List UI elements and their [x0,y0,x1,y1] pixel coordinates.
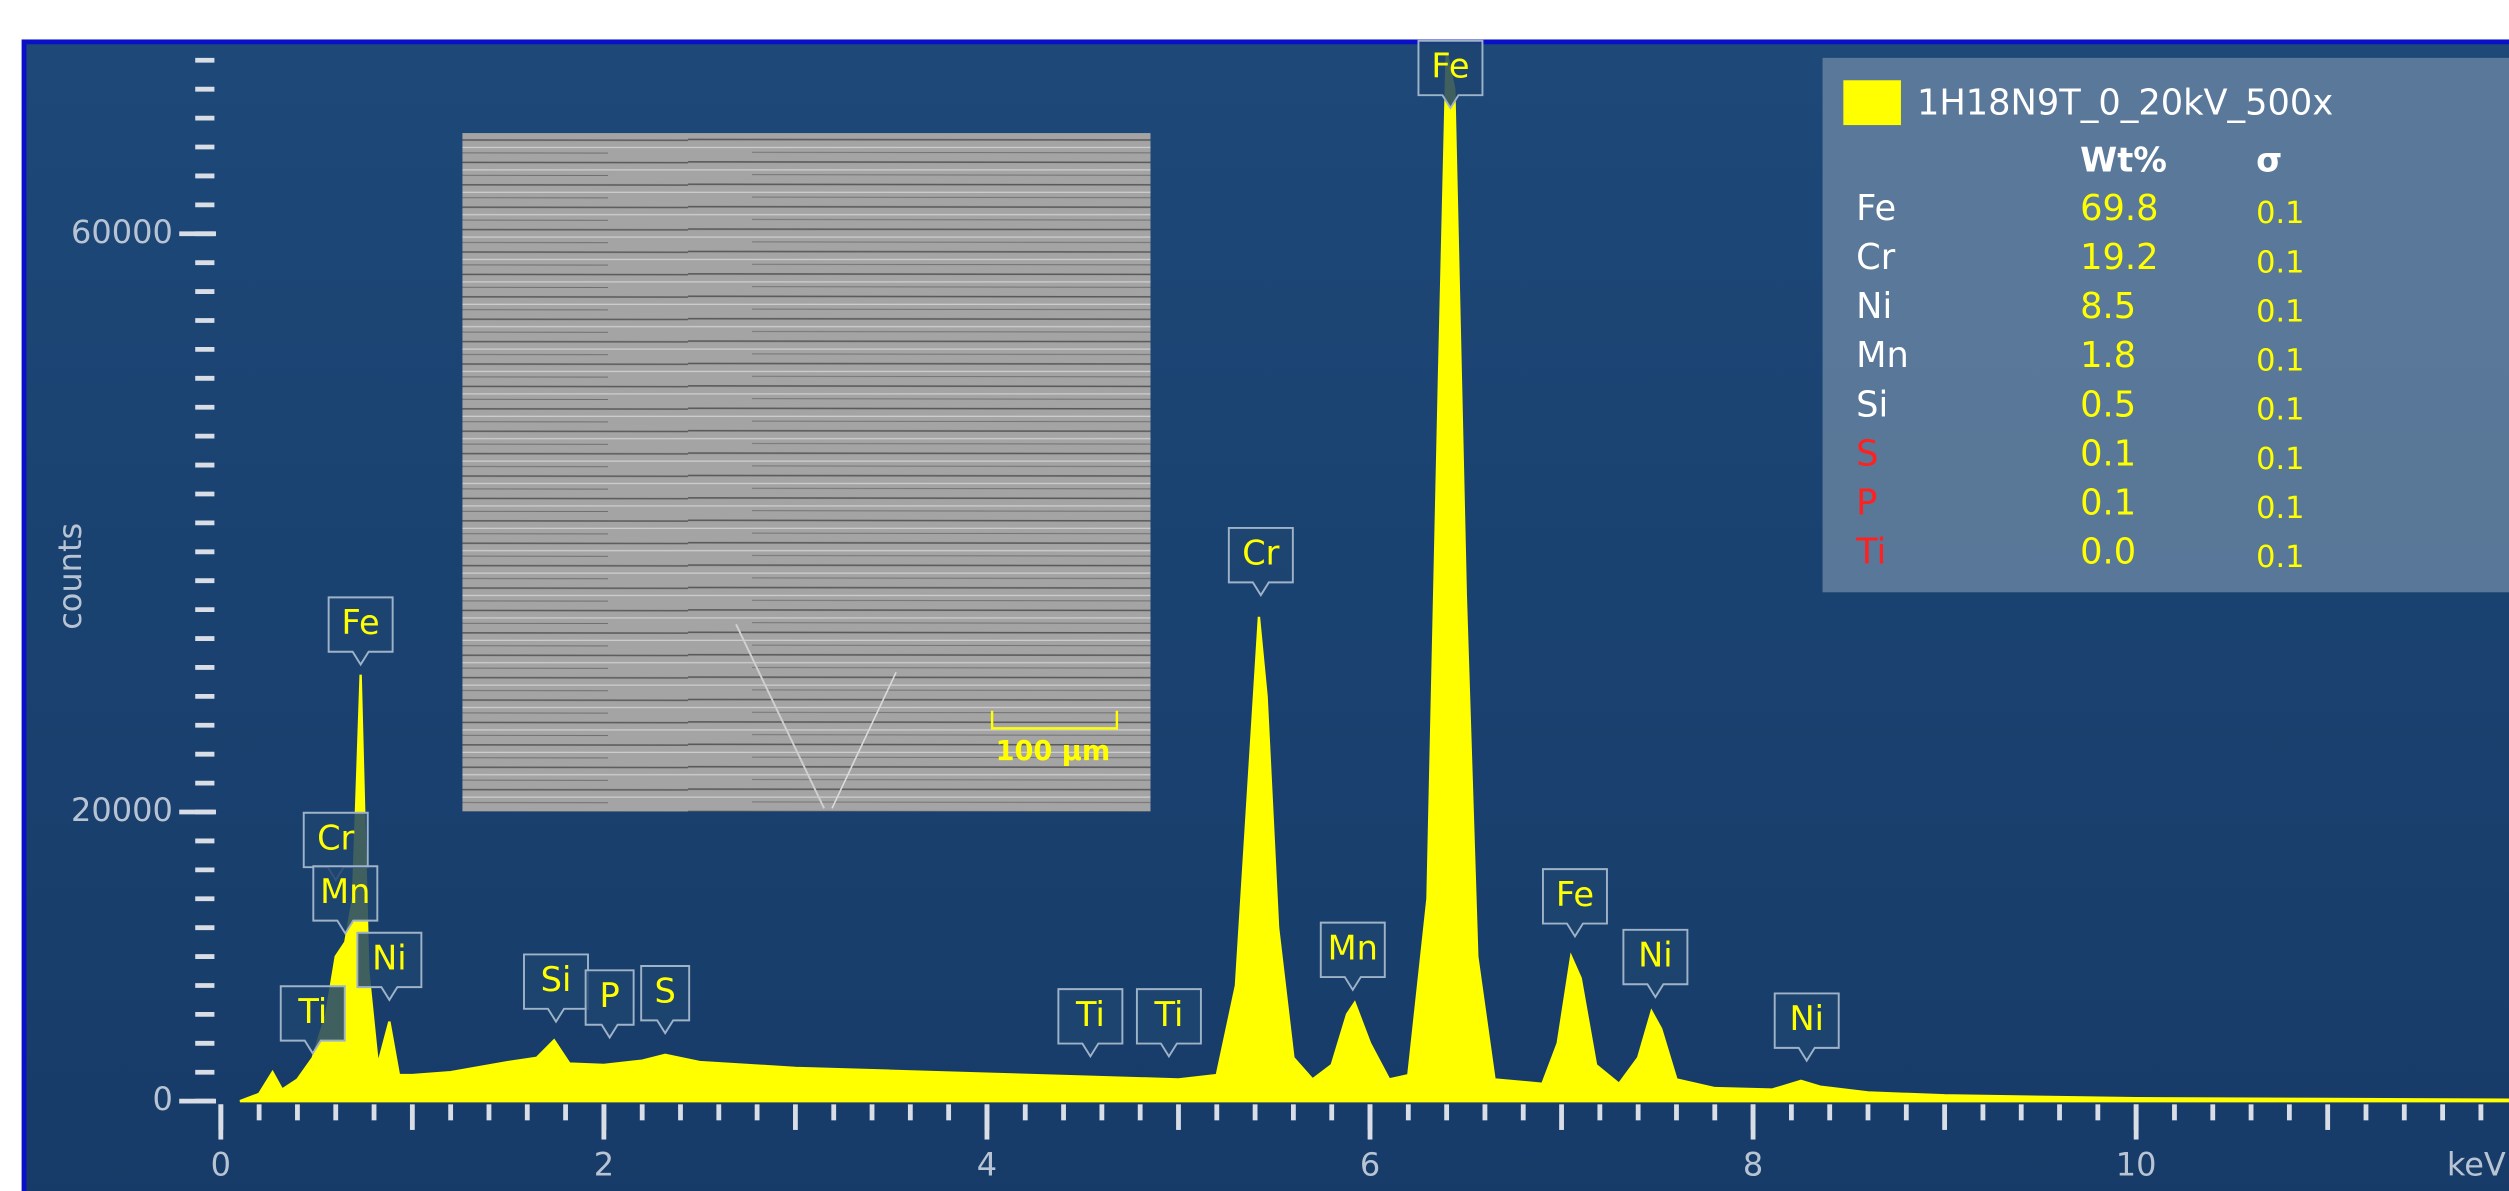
peak-label-text: Mn [1328,928,1378,967]
y-axis-label: counts [51,523,89,630]
legend-sample-name: 1H18N9T_0_20kV_500x [1917,82,2333,123]
y-tick-label: 60000 [71,213,173,251]
x-tick-label: 8 [1743,1146,1763,1184]
legend-cell: Fe [1856,188,1896,229]
peak-label-text: Cr [317,818,354,857]
legend: 1H18N9T_0_20kV_500x Wt% σ Fe 69.8 0.1 Cr 19.2 0… [1823,58,2509,592]
legend-cell: S [1856,433,1878,474]
legend-cell: 0.0 [2080,532,2136,573]
legend-cell: Ni [1856,286,1892,327]
legend-cell: 0.1 [2080,483,2136,524]
legend-panel [1823,58,2509,592]
peak-label-text: Fe [1556,875,1594,914]
chart: 100 µm counts keV 1H18N9T_0_20kV_500x Wt… [0,0,2509,1191]
x-tick-label: 4 [977,1146,997,1184]
legend-cell: P [1856,483,1877,524]
legend-cell: 1.8 [2080,335,2136,376]
legend-cell: Si [1856,384,1888,425]
scale-label: 100 µm [996,736,1111,767]
peak-label-text: Si [541,960,572,999]
peak-label-text: Fe [342,603,380,642]
peak-label-text: Cr [1242,534,1279,573]
x-tick-label: 0 [211,1146,231,1184]
peak-label-text: Fe [1431,46,1469,85]
peak-label-text: Ni [1789,999,1823,1038]
x-tick-label: 10 [2116,1146,2157,1184]
x-tick-label: 6 [1360,1146,1380,1184]
y-tick-label: 0 [152,1080,172,1118]
peak-label-text: P [599,976,619,1015]
legend-cell: Cr [1856,237,1896,278]
legend-cell: 0.1 [2256,196,2304,231]
legend-cell: 0.1 [2256,344,2304,379]
legend-swatch [1843,80,1901,125]
peak-label-text: Ni [372,938,406,977]
legend-header: σ [2256,140,2282,179]
legend-cell: 0.1 [2256,491,2304,526]
x-tick-label: 2 [594,1146,614,1184]
peak-label-text: S [655,972,676,1011]
legend-cell: 19.2 [2080,237,2158,278]
legend-cell: 0.1 [2080,433,2136,474]
peak-label-text: Ni [1638,936,1672,975]
peak-label-text: Ti [1153,995,1183,1034]
legend-header: Wt% [2080,140,2167,179]
legend-cell: 0.1 [2256,294,2304,329]
sem-inset: 100 µm [462,133,1150,811]
legend-cell: Mn [1856,335,1909,376]
legend-cell: 0.1 [2256,393,2304,428]
peak-label-text: Ti [297,992,327,1031]
legend-cell: Ti [1855,532,1886,573]
legend-cell: 0.1 [2256,245,2304,280]
x-axis-unit: keV [2447,1146,2506,1184]
y-tick-label: 20000 [71,791,173,829]
peak-label-text: Mn [320,872,370,911]
sem-image [462,133,1150,811]
legend-cell: 69.8 [2080,188,2158,229]
legend-cell: 0.1 [2256,442,2304,477]
legend-cell: 0.1 [2256,540,2304,575]
legend-cell: 8.5 [2080,286,2136,327]
peak-label-text: Ti [1075,995,1105,1034]
legend-cell: 0.5 [2080,384,2136,425]
